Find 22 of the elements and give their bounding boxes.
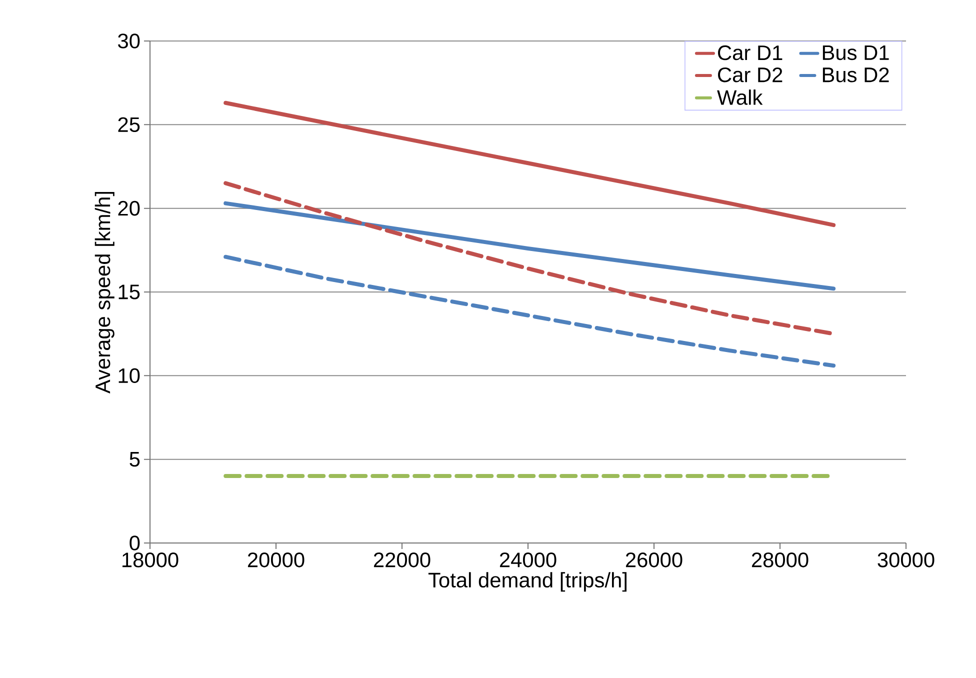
line-series	[224, 201, 836, 291]
legend-label: Car D2	[718, 67, 782, 82]
x-tick-label: 18000	[122, 552, 178, 568]
y-tick-label: 20	[118, 200, 140, 216]
y-axis-title: Average speed [km/h]	[94, 192, 114, 394]
x-tick-label: 24000	[500, 552, 556, 568]
y-tick-label: 0	[130, 536, 140, 550]
x-axis-title: Total demand [trips/h]	[428, 572, 626, 592]
y-tick-label: 5	[130, 452, 140, 467]
legend-label: Car D1	[718, 45, 782, 60]
legend-label: Bus D2	[822, 67, 889, 82]
y-tick-label: 25	[118, 117, 140, 132]
x-tick-label: 20000	[248, 552, 304, 568]
y-tick-label: 30	[118, 34, 140, 48]
y-tick-label: 15	[118, 284, 140, 300]
x-tick-label: 26000	[626, 552, 682, 568]
legend-label: Walk	[717, 90, 763, 105]
x-tick-label: 28000	[752, 552, 808, 568]
legend-label: Bus D1	[822, 45, 889, 60]
x-tick-label: 30000	[878, 552, 934, 568]
y-tick-label: 10	[118, 368, 140, 384]
x-tick-label: 22000	[374, 552, 430, 568]
